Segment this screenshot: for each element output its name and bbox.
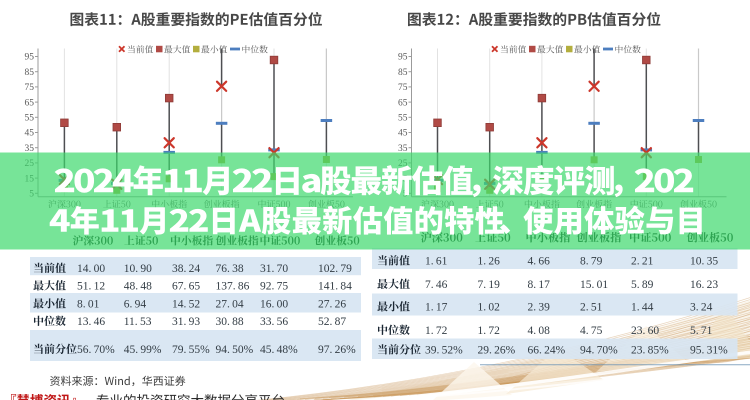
svg-text:94. 70%: 94. 70% <box>580 345 618 357</box>
svg-text:5. 89: 5. 89 <box>631 279 654 291</box>
svg-text:29. 26%: 29. 26% <box>478 345 516 357</box>
svg-text:94. 50%: 94. 50% <box>216 344 254 356</box>
svg-text:95: 95 <box>25 53 35 63</box>
svg-text:95: 95 <box>398 53 408 63</box>
svg-text:8. 17: 8. 17 <box>528 279 551 291</box>
svg-text:8. 01: 8. 01 <box>77 299 100 311</box>
svg-text:38. 24: 38. 24 <box>172 263 200 275</box>
svg-text:7. 19: 7. 19 <box>478 279 501 291</box>
svg-text:1. 02: 1. 02 <box>478 302 501 314</box>
svg-text:27. 26: 27. 26 <box>318 299 346 311</box>
svg-text:76. 38: 76. 38 <box>216 263 244 275</box>
svg-text:31. 93: 31. 93 <box>172 316 200 328</box>
svg-text:56. 70%: 56. 70% <box>77 344 115 356</box>
svg-text:51. 12: 51. 12 <box>77 281 105 293</box>
svg-text:141. 84: 141. 84 <box>318 281 352 293</box>
svg-text:10. 90: 10. 90 <box>124 263 152 275</box>
svg-text:1. 17: 1. 17 <box>425 302 448 314</box>
svg-text:1. 26: 1. 26 <box>478 256 501 268</box>
svg-text:8. 79: 8. 79 <box>580 256 603 268</box>
svg-text:35: 35 <box>25 144 35 154</box>
svg-text:16. 00: 16. 00 <box>260 299 288 311</box>
svg-text:85: 85 <box>398 68 408 78</box>
svg-text:52. 87: 52. 87 <box>318 316 346 328</box>
svg-text:31. 70: 31. 70 <box>260 263 288 275</box>
svg-text:45: 45 <box>398 129 408 139</box>
svg-text:1. 44: 1. 44 <box>631 302 654 314</box>
svg-text:1. 72: 1. 72 <box>425 325 448 337</box>
svg-text:45. 99%: 45. 99% <box>124 344 162 356</box>
svg-text:35: 35 <box>398 144 408 154</box>
svg-text:75: 75 <box>25 83 35 93</box>
svg-text:97. 26%: 97. 26% <box>318 344 356 356</box>
svg-text:33. 56: 33. 56 <box>260 316 288 328</box>
svg-text:45. 48%: 45. 48% <box>260 344 298 356</box>
svg-text:4. 75: 4. 75 <box>580 325 603 337</box>
svg-text:2. 51: 2. 51 <box>580 302 603 314</box>
svg-text:1. 72: 1. 72 <box>478 325 501 337</box>
svg-text:23. 85%: 23. 85% <box>631 345 669 357</box>
svg-text:16. 23: 16. 23 <box>690 279 718 291</box>
svg-text:11. 53: 11. 53 <box>124 316 152 328</box>
svg-text:5. 71: 5. 71 <box>690 325 713 337</box>
svg-text:4. 08: 4. 08 <box>528 325 551 337</box>
svg-text:66. 24%: 66. 24% <box>528 345 566 357</box>
svg-text:48. 48: 48. 48 <box>124 281 152 293</box>
svg-text:10. 35: 10. 35 <box>690 256 718 268</box>
svg-text:23. 60: 23. 60 <box>631 325 659 337</box>
svg-text:30. 88: 30. 88 <box>216 316 244 328</box>
svg-text:14. 00: 14. 00 <box>77 263 105 275</box>
svg-text:2. 39: 2. 39 <box>528 302 551 314</box>
svg-text:6. 94: 6. 94 <box>124 299 147 311</box>
svg-text:14. 52: 14. 52 <box>172 299 200 311</box>
svg-text:137. 86: 137. 86 <box>216 281 250 293</box>
svg-text:1. 61: 1. 61 <box>425 256 448 268</box>
svg-text:55: 55 <box>25 114 35 124</box>
svg-text:7. 46: 7. 46 <box>425 279 448 291</box>
svg-text:85: 85 <box>25 68 35 78</box>
svg-text:65: 65 <box>25 98 35 108</box>
svg-text:75: 75 <box>398 83 408 93</box>
svg-text:3. 24: 3. 24 <box>690 302 713 314</box>
svg-text:15. 01: 15. 01 <box>580 279 608 291</box>
svg-text:92. 75: 92. 75 <box>260 281 288 293</box>
svg-text:65: 65 <box>398 98 408 108</box>
svg-text:2. 21: 2. 21 <box>631 256 654 268</box>
svg-text:95. 31%: 95. 31% <box>690 345 728 357</box>
svg-text:102. 79: 102. 79 <box>318 263 352 275</box>
svg-text:45: 45 <box>25 129 35 139</box>
svg-text:55: 55 <box>398 114 408 124</box>
svg-text:67. 65: 67. 65 <box>172 281 200 293</box>
svg-text:27. 04: 27. 04 <box>216 299 244 311</box>
svg-text:79. 55%: 79. 55% <box>172 344 210 356</box>
svg-text:39. 52%: 39. 52% <box>425 345 463 357</box>
svg-text:13. 46: 13. 46 <box>77 316 105 328</box>
svg-text:4. 66: 4. 66 <box>528 256 551 268</box>
